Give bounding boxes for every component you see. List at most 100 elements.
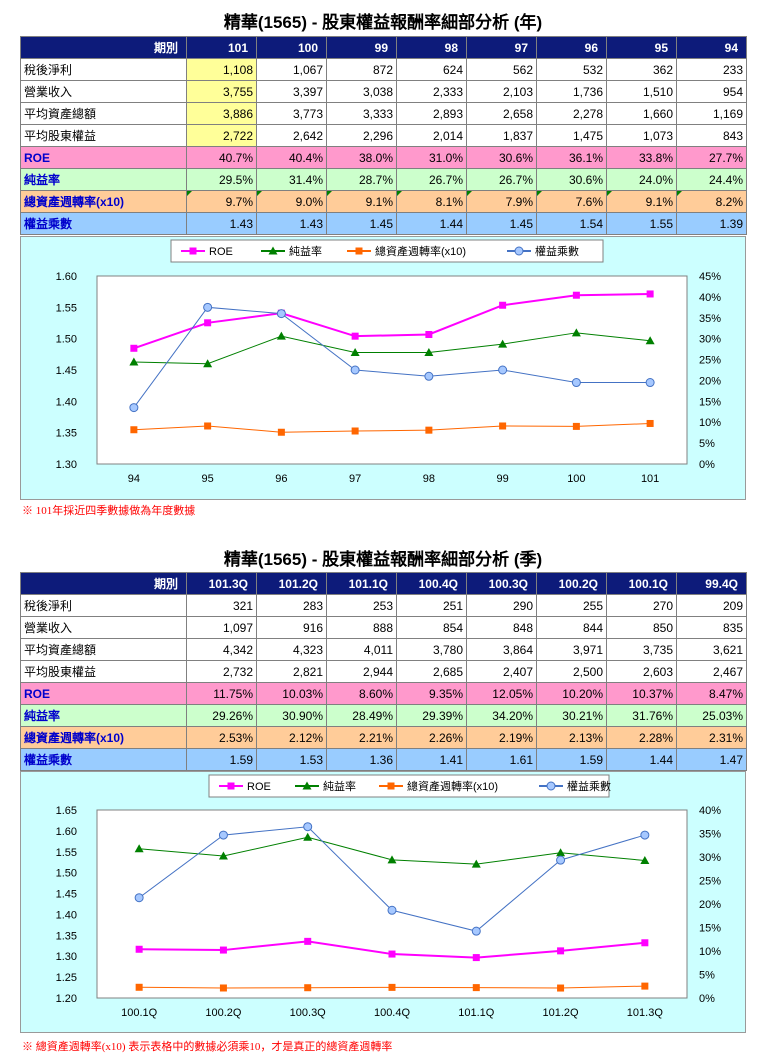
plot-area [96, 275, 688, 465]
table-cell: 2.21% [326, 726, 397, 749]
data-point [135, 945, 143, 953]
table-cell: 1.44 [606, 748, 677, 771]
table-cell: 31.0% [396, 146, 467, 169]
table-cell: 1.53 [256, 748, 327, 771]
row-label: 平均股東權益 [20, 660, 187, 683]
data-point [556, 848, 566, 857]
y-left-tick-label: 1.60 [56, 271, 77, 283]
table-cell: 1.59 [536, 748, 607, 771]
table-cell: 2,722 [186, 124, 257, 147]
legend-marker [227, 782, 235, 790]
quarterly-title: 精華(1565) - 股東權益報酬率細部分析 (季) [223, 550, 543, 569]
table-row: 純益率 29.5% 31.4% 28.7% 26.7% 26.7% 30.6% 24.0% 24… [20, 168, 747, 191]
data-point [219, 984, 227, 992]
period-header: 99 [326, 36, 397, 59]
table-cell: 844 [536, 616, 607, 639]
legend [208, 774, 610, 798]
period-header: 100.4Q [396, 572, 467, 595]
y-right-tick-label: 45% [699, 271, 721, 283]
table-row: 稅後淨利 321 283 253 251 290 255 270 209 [20, 594, 747, 617]
y-right-tick-label: 35% [699, 313, 721, 325]
table-cell: 8.2% [676, 190, 747, 213]
table-cell: 251 [396, 594, 467, 617]
annual-table: 期別 101 100 99 98 97 96 95 94 稅後淨利 1,108 1,067 872 62… [20, 36, 747, 235]
table-row: 平均股東權益 2,722 2,642 2,296 2,014 1,837 1,475 1,07… [20, 124, 747, 147]
series-line [133, 292, 651, 350]
table-cell: 30.90% [256, 704, 327, 727]
data-point [557, 947, 565, 955]
table-row: 營業收入 3,755 3,397 3,038 2,333 2,103 1,736 1,510 9… [20, 80, 747, 103]
table-cell: 10.03% [256, 682, 327, 705]
period-header: 97 [466, 36, 537, 59]
table-cell: 38.0% [326, 146, 397, 169]
data-point [645, 336, 655, 345]
y-right-tick-label: 15% [699, 396, 721, 408]
table-cell: 3,773 [256, 102, 327, 125]
y-right-tick-label: 20% [699, 375, 721, 387]
table-cell: 1.41 [396, 748, 467, 771]
table-cell: 7.6% [536, 190, 607, 213]
y-right-tick-label: 0% [699, 993, 715, 1005]
data-point [303, 822, 313, 832]
table-cell: 1.43 [256, 212, 327, 235]
row-label: 平均資產總額 [20, 102, 187, 125]
period-header: 100.1Q [606, 572, 677, 595]
table-cell: 2,296 [326, 124, 397, 147]
data-point [499, 422, 507, 430]
y-left-tick-label: 1.60 [56, 826, 77, 838]
quarterly-header-row: 期別 101.3Q 101.2Q 101.1Q 100.4Q 100.3Q 100.2Q 10… [20, 572, 747, 595]
series-line [133, 422, 651, 433]
period-header: 98 [396, 36, 467, 59]
table-cell: 29.5% [186, 168, 257, 191]
data-point [135, 983, 143, 991]
data-point [276, 309, 286, 319]
row-label: 平均資產總額 [20, 638, 187, 661]
table-cell: 30.6% [466, 146, 537, 169]
table-cell: 209 [676, 594, 747, 617]
table-cell: 1.44 [396, 212, 467, 235]
data-point [387, 905, 397, 915]
table-cell: 2,014 [396, 124, 467, 147]
table-row: ROE 40.7% 40.4% 38.0% 31.0% 30.6% 36.1% 33.8% 27… [20, 146, 747, 169]
table-cell: 2.31% [676, 726, 747, 749]
data-point [424, 371, 434, 381]
x-tick-label: 101 [641, 473, 659, 485]
table-row: 營業收入 1,097 916 888 854 848 844 850 835 [20, 616, 747, 639]
annual-header-row: 期別 101 100 99 98 97 96 95 94 [20, 36, 747, 59]
y-right-tick-label: 25% [699, 876, 721, 888]
table-cell: 1.45 [326, 212, 397, 235]
table-cell: 33.8% [606, 146, 677, 169]
data-point [571, 378, 581, 388]
y-right-tick-label: 30% [699, 334, 721, 346]
period-header: 101.2Q [256, 572, 327, 595]
table-cell: 7.9% [466, 190, 537, 213]
table-cell: 8.60% [326, 682, 397, 705]
table-cell: 12.05% [466, 682, 537, 705]
table-cell: 1,510 [606, 80, 677, 103]
row-label: 權益乘數 [20, 748, 187, 771]
table-cell: 2,732 [186, 660, 257, 683]
table-cell: 2.13% [536, 726, 607, 749]
y-right-tick-label: 10% [699, 417, 721, 429]
legend-marker [268, 246, 278, 255]
table-cell: 3,397 [256, 80, 327, 103]
table-cell: 9.7% [186, 190, 257, 213]
y-left-tick-label: 1.20 [56, 993, 77, 1005]
table-cell: 2,893 [396, 102, 467, 125]
legend-marker [514, 246, 524, 256]
table-cell: 1.39 [676, 212, 747, 235]
legend-label: 權益乘數 [567, 779, 611, 793]
legend-marker [387, 782, 395, 790]
row-label: 純益率 [20, 704, 187, 727]
data-point [130, 344, 138, 352]
quarterly-note: ※ 總資產週轉率(x10) 表示表格中的數據必須乘10，才是真正的總資產週轉率 [22, 1041, 393, 1053]
table-cell: 2,642 [256, 124, 327, 147]
table-cell: 4,011 [326, 638, 397, 661]
table-cell: 31.76% [606, 704, 677, 727]
table-cell: 40.7% [186, 146, 257, 169]
period-header: 101.1Q [326, 572, 397, 595]
table-cell: 3,621 [676, 638, 747, 661]
y-left-tick-label: 1.65 [56, 805, 77, 817]
data-point [277, 428, 285, 436]
data-point [556, 855, 566, 865]
